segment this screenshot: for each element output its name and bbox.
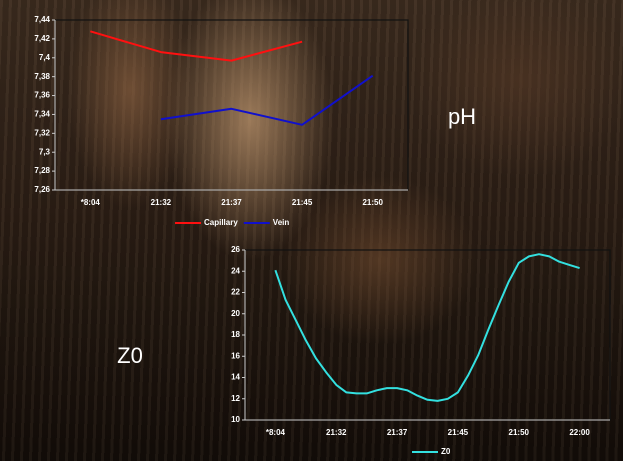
y-tick-label: 7,42 — [34, 34, 50, 43]
y-tick-label: 16 — [231, 351, 240, 360]
y-tick-label: 7,3 — [39, 147, 51, 156]
legend-label: Capillary — [204, 218, 238, 227]
plot-frame — [244, 249, 611, 421]
x-tick-label: 21:45 — [448, 428, 469, 437]
data-line — [274, 253, 580, 402]
legend-label: Z0 — [441, 447, 451, 456]
y-tick-label: 7,28 — [34, 166, 50, 175]
x-tick-label: 21:32 — [326, 428, 347, 437]
y-tick-label: 20 — [231, 309, 240, 318]
x-tick-label: 21:50 — [509, 428, 530, 437]
x-tick-label: 21:32 — [151, 198, 172, 207]
y-tick-label: 7,4 — [39, 53, 51, 62]
y-tick-label: 7,26 — [34, 185, 50, 194]
y-tick-label: 14 — [231, 373, 240, 382]
x-tick-label: *8:04 — [81, 198, 101, 207]
y-tick-label: 22 — [231, 288, 240, 297]
data-line — [160, 74, 374, 126]
legend-label: Vein — [273, 218, 290, 227]
y-tick-label: 7,34 — [34, 110, 50, 119]
y-tick-label: 26 — [231, 245, 240, 254]
data-line — [90, 30, 303, 62]
x-tick-label: 21:45 — [292, 198, 313, 207]
y-tick-label: 18 — [231, 330, 240, 339]
x-tick-label: 22:00 — [569, 428, 590, 437]
x-tick-label: 21:37 — [387, 428, 408, 437]
y-tick-label: 7,38 — [34, 72, 50, 81]
x-tick-label: 21:37 — [221, 198, 242, 207]
y-tick-label: 7,44 — [34, 15, 50, 24]
x-tick-label: *8:04 — [266, 428, 286, 437]
y-tick-label: 24 — [231, 266, 240, 275]
chart-annotation: pH — [448, 104, 476, 129]
chart-annotation: Z0 — [117, 343, 143, 368]
plot-frame — [54, 19, 409, 191]
y-tick-label: 10 — [231, 415, 240, 424]
y-tick-label: 7,32 — [34, 128, 50, 137]
y-tick-label: 12 — [231, 394, 240, 403]
x-tick-label: 21:50 — [362, 198, 383, 207]
y-tick-label: 7,36 — [34, 91, 50, 100]
